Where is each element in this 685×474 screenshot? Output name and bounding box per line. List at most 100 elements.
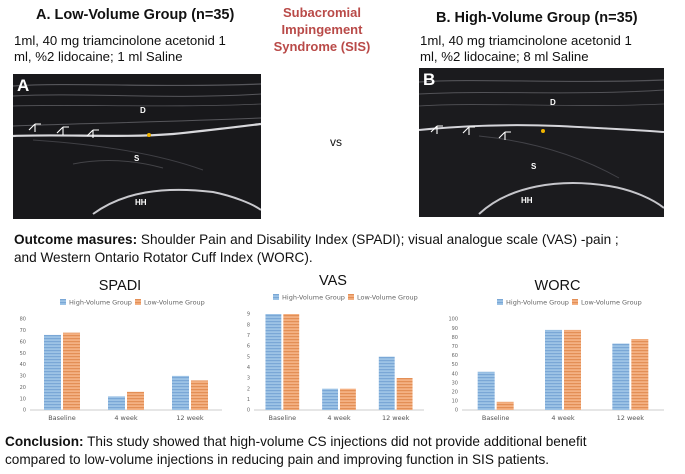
vas-y-tick: 4 [247,365,250,371]
vas-category-label: 12 week [382,414,410,422]
spadi-bar-high-4-week [108,396,125,410]
spadi-legend-swatch-low [135,299,141,305]
worc-y-tick: 30 [452,380,458,386]
outcome-measures: Outcome masures: Shoulder Pain and Disab… [14,231,679,267]
group-a-desc-line-2: ml, %2 lidocaine; 1 ml Saline [14,49,183,64]
label-deltoid-b: D [550,98,556,107]
label-supraspinatus-a: S [134,154,140,163]
worc-y-tick: 40 [452,371,458,377]
worc-bar-low-baseline [496,401,514,410]
conclusion-text: This study showed that high-volume CS in… [83,434,587,449]
label-humeral-head-b: HH [521,196,533,205]
vas-y-tick: 9 [247,312,250,318]
vas-bar-high-12-week [378,356,395,410]
group-a-title: A. Low-Volume Group (n=35) [36,7,235,23]
spadi-bar-low-4-week [127,391,144,410]
group-b-title: B. High-Volume Group (n=35) [436,10,638,26]
ultrasound-image-b: B D S HH [419,68,664,217]
spadi-legend-label-low: Low-Volume Group [144,299,205,307]
spadi-bar-low-baseline [63,332,80,410]
vas-y-tick: 7 [247,333,250,339]
center-title-line-1: Subacromial [282,5,362,20]
worc-legend-label-low: Low-Volume Group [581,299,642,307]
chart-title-vas: VAS [319,273,347,289]
vas-y-tick: 6 [247,344,250,350]
worc-y-tick: 10 [452,399,458,405]
spadi-category-label: Baseline [48,414,76,422]
spadi-y-tick: 70 [20,328,26,334]
worc-bar-low-4-week [564,329,581,410]
label-deltoid-a: D [140,106,146,115]
spadi-legend-swatch-high [60,299,66,305]
spadi-bar-high-baseline [44,334,61,410]
spadi-y-tick: 80 [20,317,26,323]
outcome-label: Outcome masures: [14,232,138,247]
spadi-legend-label-high: High-Volume Group [69,299,132,307]
vas-y-tick: 1 [247,397,250,403]
center-title-line-3: Syndrome (SIS) [273,39,371,54]
panel-letter-b: B [423,70,436,89]
spadi-y-tick: 50 [20,351,26,357]
vas-category-label: 4 week [327,414,351,422]
group-a-desc-line-1: 1ml, 40 mg triamcinolone acetonid 1 [14,33,226,48]
worc-y-tick: 50 [452,362,458,368]
worc-category-label: 4 week [551,414,575,422]
conclusion: Conclusion: This study showed that high-… [5,433,680,469]
worc-y-tick: 20 [452,390,458,396]
worc-y-tick: 80 [452,335,458,341]
worc-category-label: 12 week [617,414,645,422]
spadi-y-tick: 20 [20,385,26,391]
chart-title-spadi: SPADI [98,278,142,294]
spadi-category-label: 4 week [114,414,138,422]
vas-bar-high-baseline [265,314,282,410]
conclusion-label: Conclusion: [5,434,84,449]
spadi-bar-high-12-week [172,375,189,410]
group-b-desc-line-2: ml, %2 lidocaine; 8 ml Saline [420,49,589,64]
worc-legend-swatch-high [497,299,503,305]
vas-legend-label-high: High-Volume Group [282,294,345,302]
worc-y-tick: 0 [455,408,458,414]
vas-bar-low-12-week [396,378,413,410]
vas-bar-low-4-week [340,388,356,410]
spadi-bar-chart: High-Volume Group Low-Volume Group 0 10 20 30… [20,299,222,422]
center-title: Subacromial Impingement Syndrome (SIS) [272,4,372,55]
conclusion-text-2: compared to low-volume injections in red… [5,452,550,467]
label-supraspinatus-b: S [531,162,537,171]
worc-y-tick: 100 [448,317,458,323]
vas-legend-swatch-high [273,294,279,300]
spadi-y-tick: 60 [20,339,26,345]
label-humeral-head-a: HH [135,198,147,207]
worc-legend-swatch-low [572,299,578,305]
vas-legend-label-low: Low-Volume Group [357,294,418,302]
vas-legend-swatch-low [348,294,354,300]
worc-category-label: Baseline [482,414,510,422]
spadi-y-tick: 0 [23,408,26,414]
worc-legend-label-high: High-Volume Group [506,299,569,307]
spadi-bar-low-12-week [191,380,208,410]
group-a-description: 1ml, 40 mg triamcinolone acetonid 1 ml, … [14,33,226,65]
vas-y-tick: 3 [247,376,250,382]
vas-y-tick: 8 [247,322,250,328]
group-b-description: 1ml, 40 mg triamcinolone acetonid 1 ml, … [420,33,632,65]
vas-y-tick: 5 [247,354,250,360]
spadi-category-label: 12 week [176,414,204,422]
center-title-line-2: Impingement [281,22,363,37]
vas-y-tick: 0 [247,408,250,414]
worc-y-tick: 60 [452,353,458,359]
spadi-y-tick: 40 [20,362,26,368]
worc-bar-high-4-week [545,329,562,410]
chart-title-worc: WORC [534,278,581,294]
worc-y-tick: 90 [452,326,458,332]
worc-bar-high-12-week [612,343,630,410]
vas-y-tick: 2 [247,386,250,392]
vas-category-label: Baseline [269,414,297,422]
panel-letter-a: A [17,76,30,95]
vas-bar-chart: High-Volume Group Low-Volume Group 0 1 2 3 4 5 6… [247,294,424,422]
worc-bar-high-baseline [477,371,495,410]
outcome-text: Shoulder Pain and Disability Index (SPAD… [137,232,619,247]
worc-bar-chart: High-Volume Group Low-Volume Group 0 10 20 30… [448,299,664,422]
spadi-y-tick: 10 [20,396,26,402]
outcome-text-2: and Western Ontario Rotator Cuff Index (… [14,250,313,265]
vas-bar-high-4-week [322,388,338,410]
vs-label: vs [330,135,342,149]
